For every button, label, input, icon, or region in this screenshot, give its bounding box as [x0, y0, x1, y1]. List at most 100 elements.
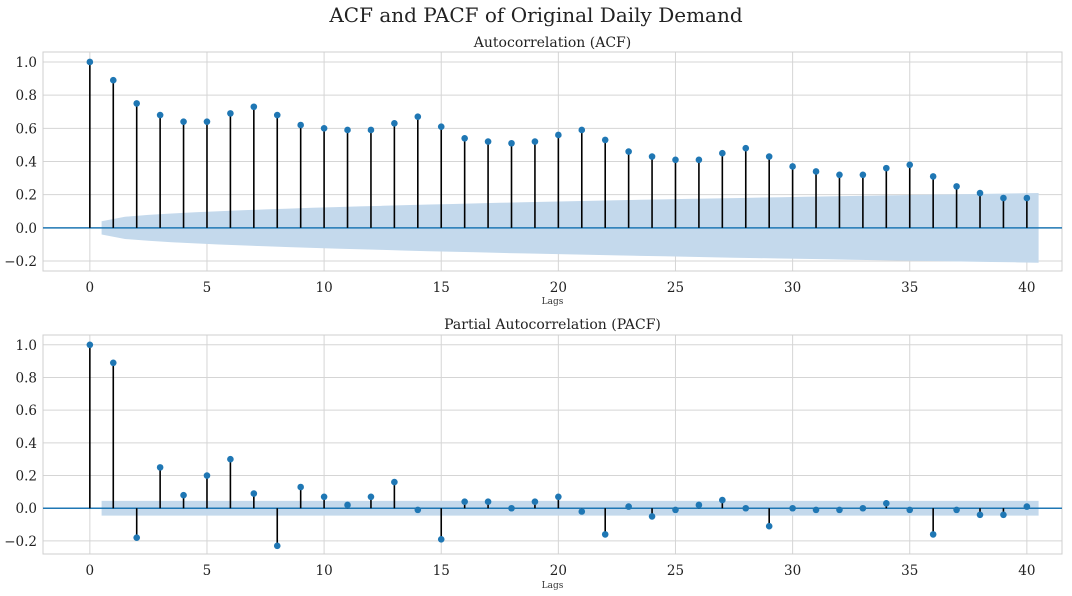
stem-marker [906, 161, 914, 169]
figure-title: ACF and PACF of Original Daily Demand [329, 3, 743, 27]
stem-marker [414, 113, 422, 121]
y-tick-label: 0.0 [16, 221, 37, 237]
x-tick-label: 5 [203, 280, 212, 296]
x-axis-label: Lags [542, 297, 564, 307]
acf-panel: 0 5 10 15 20 25 30 35 40 −0.2 0.0 0.2 0.4 0.6 0.8 1.0 Au… [4, 35, 1063, 307]
stem-marker [883, 500, 890, 507]
x-tick-label: 25 [667, 563, 684, 579]
stem-marker [437, 123, 445, 130]
stem-marker [555, 131, 562, 139]
stem-marker [86, 58, 94, 66]
stem-marker [273, 111, 281, 119]
stem-marker [203, 118, 211, 125]
y-tick-label: 0.8 [16, 88, 37, 104]
stem-marker [929, 531, 937, 538]
stem-marker [859, 171, 867, 179]
stem-marker [601, 136, 609, 144]
y-tick-label: 0.0 [16, 501, 37, 517]
stem-marker [789, 163, 796, 170]
stem-marker [1000, 194, 1007, 202]
stem-marker [625, 503, 632, 510]
stem-marker [953, 506, 960, 514]
stem-marker [484, 498, 492, 506]
stem-marker [1023, 503, 1031, 510]
y-tick-label: 1.0 [16, 338, 37, 354]
stem-marker [227, 110, 234, 117]
y-tick-label: −0.2 [4, 254, 37, 270]
stem-marker [742, 504, 750, 512]
y-tick-label: 0.2 [16, 188, 37, 204]
stem-marker [86, 341, 94, 349]
plot-frame [42, 334, 1063, 555]
stem-marker [156, 111, 164, 119]
y-tick-label: 0.4 [16, 155, 37, 171]
stem-marker [719, 149, 726, 157]
stem-marker [180, 491, 187, 499]
x-tick-label: 40 [1018, 563, 1035, 579]
x-tick-label: 0 [86, 280, 95, 296]
x-tick-label: 5 [203, 563, 212, 579]
stem-marker [508, 504, 515, 512]
stem-marker [578, 508, 586, 515]
x-tick-label: 20 [550, 563, 567, 579]
stem-marker [906, 506, 914, 514]
y-tick-label: 0.2 [16, 469, 37, 485]
stem-marker [929, 173, 937, 180]
stem-marker [156, 464, 164, 471]
panel-title: Autocorrelation (ACF) [473, 35, 631, 51]
x-tick-label: 30 [784, 563, 801, 579]
y-tick-label: 0.8 [16, 370, 37, 386]
y-tick-label: 0.4 [16, 436, 37, 452]
x-tick-label: 10 [316, 563, 333, 579]
stem-marker [883, 164, 890, 172]
x-tick-label: 15 [433, 563, 450, 579]
stem-marker [672, 506, 679, 514]
x-tick-label: 40 [1018, 280, 1035, 296]
stem-marker [953, 183, 960, 190]
stem-marker [742, 144, 750, 152]
stem-marker [297, 121, 304, 129]
x-tick-label: 10 [316, 280, 333, 296]
stem-marker [391, 120, 398, 127]
stem-marker [695, 156, 703, 164]
y-tick-label: −0.2 [4, 534, 37, 550]
stem-marker [625, 148, 632, 155]
stem-marker [555, 493, 562, 501]
x-tick-label: 15 [433, 280, 450, 296]
stem-marker [203, 472, 211, 479]
stem-marker [461, 134, 468, 142]
pacf-panel: 0 5 10 15 20 25 30 35 40 −0.2 0.0 0.2 0.4 0.6 0.8 1.0 Pa… [4, 317, 1063, 591]
stem-marker [461, 498, 468, 506]
stem-marker [344, 501, 351, 509]
stem-marker [695, 501, 703, 509]
stem-marker [531, 498, 539, 506]
stem-marker [859, 504, 867, 512]
stem-marker [1000, 511, 1007, 519]
stem-marker [836, 506, 843, 514]
stem-marker [812, 168, 820, 175]
stem-marker [601, 531, 609, 538]
stem-marker [437, 535, 445, 543]
stem-marker [508, 139, 515, 147]
stem-marker [672, 156, 679, 164]
x-tick-label: 30 [784, 280, 801, 296]
y-tick-label: 0.6 [16, 121, 37, 137]
stem-marker [414, 506, 422, 514]
stem-marker [976, 189, 984, 197]
stem-marker [765, 522, 773, 530]
stem-marker [297, 483, 304, 491]
stem-marker [648, 153, 656, 160]
stem-marker [250, 490, 258, 497]
stem-marker [320, 125, 328, 132]
stem-marker [367, 126, 375, 134]
stem-marker [789, 504, 796, 512]
x-tick-label: 25 [667, 280, 684, 296]
stem-marker [484, 138, 492, 145]
stem-marker [133, 534, 141, 541]
x-tick-label: 20 [550, 280, 567, 296]
stem-marker [836, 171, 843, 179]
panel-title: Partial Autocorrelation (PACF) [444, 317, 661, 333]
stem-marker [976, 511, 984, 519]
x-tick-label: 0 [86, 563, 95, 579]
